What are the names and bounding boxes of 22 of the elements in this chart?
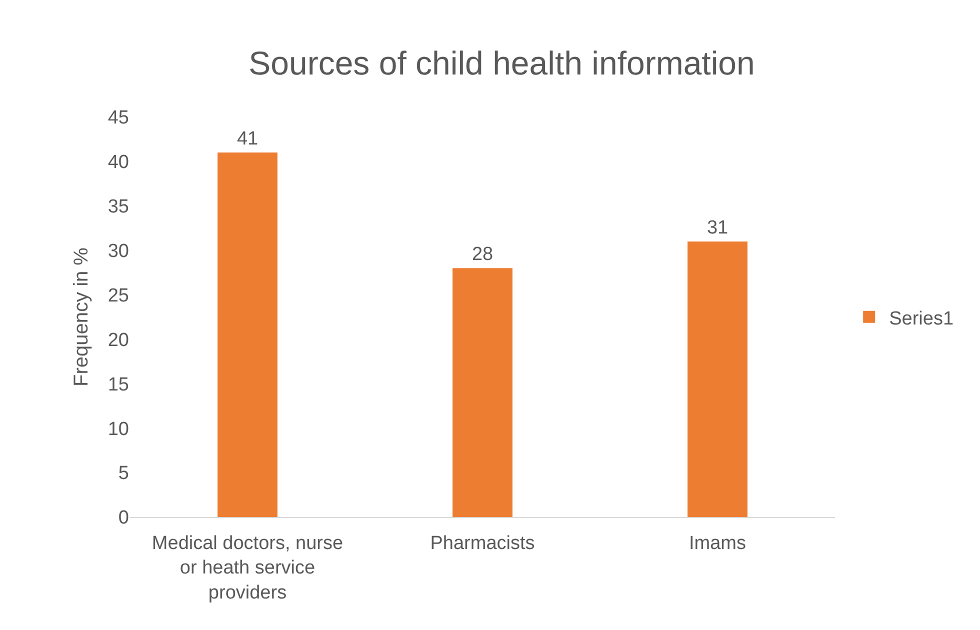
- chart-title: Sources of child health information: [248, 44, 755, 82]
- data-label: 31: [706, 217, 728, 238]
- y-tick-label: 25: [108, 285, 129, 306]
- x-tick-label: Imams: [689, 532, 746, 554]
- y-tick-label: 5: [118, 463, 129, 484]
- x-tick-label: Medical doctors, nurse or heath service providers: [152, 532, 344, 604]
- y-axis-title: Frequency in %: [70, 247, 92, 386]
- x-tick-label: Pharmacists: [430, 532, 535, 554]
- y-tick-label: 15: [108, 374, 129, 396]
- data-label: 41: [236, 128, 258, 150]
- y-tick-label: 0: [118, 508, 129, 529]
- y-tick-label: 35: [108, 196, 129, 218]
- y-tick-label: 40: [108, 152, 129, 174]
- y-tick-label: 20: [108, 330, 129, 351]
- data-label: 28: [472, 244, 494, 266]
- y-tick-label: 10: [108, 418, 129, 440]
- y-tick-label: 30: [108, 240, 129, 262]
- bar: [452, 268, 512, 517]
- bar: [218, 152, 278, 517]
- bar: [688, 241, 748, 517]
- legend-label: Series1: [889, 308, 954, 330]
- y-tick-label: 45: [108, 108, 129, 129]
